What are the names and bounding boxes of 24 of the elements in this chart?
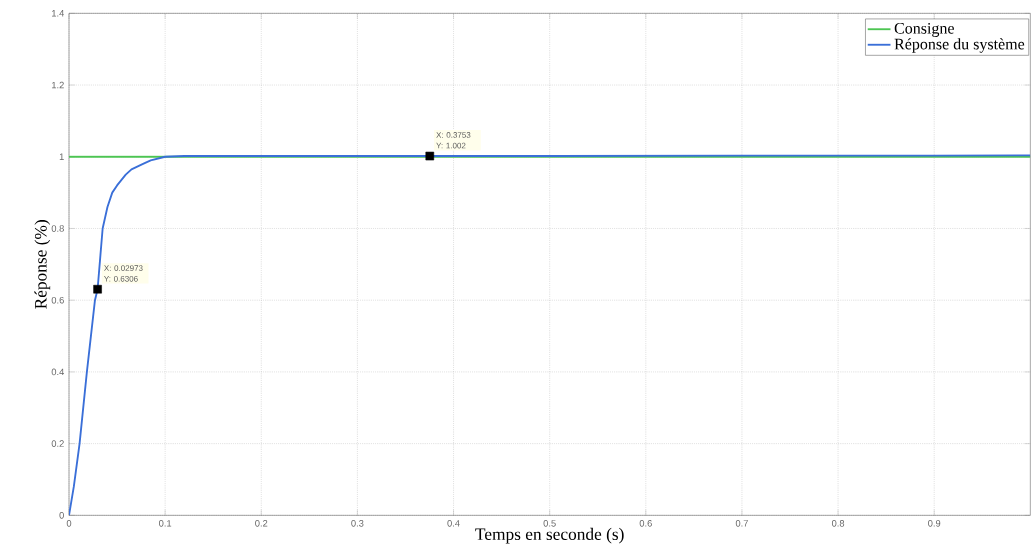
legend-label: Consigne [894, 22, 954, 37]
x-tick-label: 0.7 [735, 520, 748, 527]
x-tick-label: 0.8 [831, 520, 845, 527]
annotation: X: 0.02973 Y: 0.6306 [104, 265, 143, 282]
y-tick-label: 0 [59, 512, 64, 519]
y-tick-label: 0.2 [51, 440, 64, 447]
y-tick-label: 1.2 [52, 81, 64, 89]
x-tick-label: 0.9 [928, 520, 941, 527]
x-tick-label: 0.5 [543, 520, 556, 527]
y-axis-title: Réponse (%) [34, 220, 51, 309]
x-tick-label: 0.1 [159, 520, 172, 527]
x-tick-label: 0 [66, 520, 72, 527]
x-tick-label: 0.6 [639, 520, 652, 527]
x-tick-label: 0.2 [255, 520, 268, 527]
annotation: X: 0.3753 Y: 1.002 [436, 132, 471, 149]
x-tick-label: 0.4 [447, 520, 460, 527]
x-tick-label: 0.3 [351, 520, 364, 527]
x-axis-title: Temps en seconde (s) [475, 527, 624, 544]
y-tick-label: 0.8 [51, 225, 64, 232]
legend-label: Réponse du système [894, 38, 1025, 53]
y-tick-label: 0.4 [51, 368, 65, 376]
y-tick-label: 1 [59, 153, 64, 160]
y-tick-label: 0.6 [51, 296, 64, 304]
y-tick-label: 1.4 [52, 10, 65, 17]
